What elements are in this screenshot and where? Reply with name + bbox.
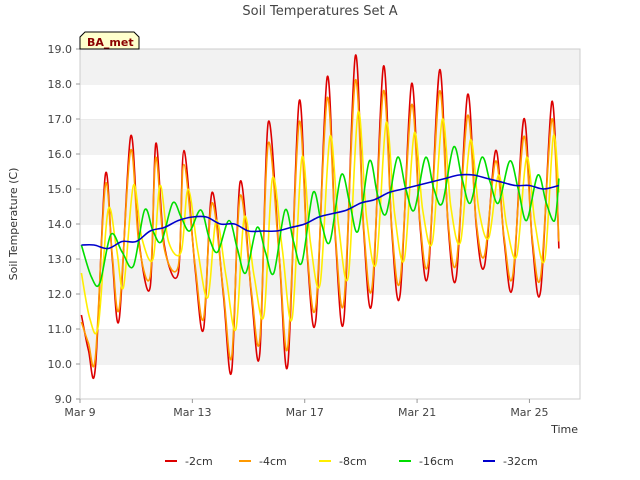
x-axis-ticks: Mar 9 Mar 13 Mar 17 Mar 21 Mar 25: [64, 399, 549, 419]
chart-title: Soil Temperatures Set A: [242, 4, 397, 19]
y-tick-label: 13.0: [48, 253, 73, 266]
site-badge: BA_met: [79, 31, 140, 50]
background-band: [80, 364, 580, 399]
x-tick-label: Mar 21: [398, 406, 436, 419]
x-axis-title: Time: [550, 423, 578, 436]
series-lines: [80, 54, 560, 379]
legend-label: -16cm: [419, 455, 454, 468]
x-tick-label: Mar 13: [173, 406, 211, 419]
background-band: [80, 329, 580, 364]
y-tick-label: 18.0: [48, 78, 73, 91]
legend-label: -8cm: [339, 455, 367, 468]
legend-label: -2cm: [185, 455, 213, 468]
legend-label: -32cm: [503, 455, 538, 468]
badge-label: BA_met: [87, 36, 134, 49]
x-tick-label: Mar 25: [510, 406, 548, 419]
x-tick-label: Mar 17: [286, 406, 324, 419]
y-tick-label: 11.0: [48, 323, 73, 336]
legend: -2cm -4cm -8cm -16cm -32cm: [165, 455, 538, 468]
x-tick-label: Mar 9: [64, 406, 95, 419]
y-tick-label: 10.0: [48, 358, 73, 371]
background-band: [80, 294, 580, 329]
legend-label: -4cm: [259, 455, 287, 468]
series-line-8cmcm: [80, 110, 560, 335]
y-tick-label: 17.0: [48, 113, 73, 126]
series-line-4cmcm: [80, 79, 560, 368]
y-axis-title: Soil Temperature (C): [7, 168, 20, 281]
y-tick-label: 9.0: [55, 393, 73, 406]
series-line-32cmcm: [81, 173, 560, 250]
y-tick-label: 12.0: [48, 288, 73, 301]
y-tick-label: 16.0: [48, 148, 73, 161]
background-band: [80, 259, 580, 294]
series-line-16cmcm: [80, 145, 560, 288]
y-tick-label: 15.0: [48, 183, 73, 196]
y-tick-label: 14.0: [48, 218, 73, 231]
y-axis-ticks: 9.0 10.0 11.0 12.0 13.0 14.0 15.0 16.0 17.0 18.0 1…: [48, 43, 80, 406]
y-tick-label: 19.0: [48, 43, 73, 56]
background-band: [80, 49, 580, 84]
